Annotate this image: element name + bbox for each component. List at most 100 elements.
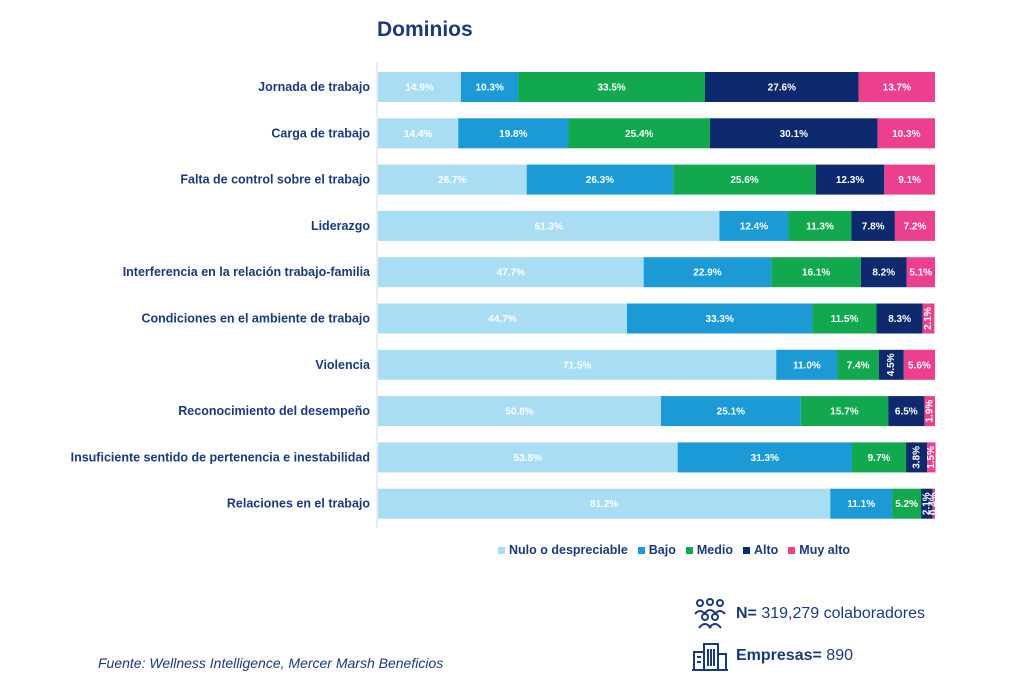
bar-segment — [771, 257, 861, 288]
bar-segment — [458, 118, 569, 149]
bar-segment — [858, 72, 935, 102]
bar-segment — [837, 349, 879, 380]
bar-segment — [860, 257, 907, 288]
bar-segment — [378, 349, 777, 380]
bar-segment — [924, 396, 935, 427]
data-label: 11.3% — [806, 221, 834, 232]
people-group-icon — [694, 598, 726, 629]
legend-label: Nulo o despreciable — [509, 543, 628, 557]
companies-stat: Empresas= 890 — [692, 640, 853, 672]
bar-segment — [660, 396, 801, 427]
category-label: Interferencia en la relación trabajo-fam… — [123, 265, 371, 279]
bar-segment — [927, 442, 936, 473]
bar-segment — [378, 210, 720, 241]
category-label: Condiciones en el ambiente de trabajo — [141, 312, 370, 326]
data-label: 61.3% — [535, 221, 563, 232]
data-label: 30.1% — [780, 129, 808, 140]
bar-segment — [704, 72, 859, 102]
bar-segment — [830, 488, 893, 519]
bar-segment — [876, 303, 923, 334]
data-label: 31.3% — [751, 453, 779, 464]
legend-item: Bajo — [637, 543, 676, 557]
bar-segment — [851, 210, 895, 241]
data-label: 8.3% — [888, 314, 911, 325]
bar-segment — [776, 349, 838, 380]
data-label: 12.4% — [740, 221, 768, 232]
data-label: 14.9% — [405, 83, 433, 94]
data-label: 25.1% — [717, 407, 745, 418]
bar-segment — [922, 303, 935, 334]
bar-segment — [892, 488, 922, 519]
bar-segment — [709, 118, 878, 149]
legend-item: Nulo o despreciable — [498, 543, 628, 557]
bar-segment — [719, 210, 789, 241]
legend-swatch — [498, 546, 505, 554]
bar-segment — [903, 349, 935, 380]
data-label: 5.2% — [895, 499, 918, 510]
collaborators-stat: N= 319,279 colaboradores — [692, 598, 925, 630]
category-label: Violencia — [315, 358, 371, 372]
bar-segment — [378, 396, 661, 427]
data-label: 81.2% — [590, 499, 618, 510]
collaborators-key: N= — [736, 605, 757, 622]
bar-segment — [677, 442, 853, 473]
data-label: 13.7% — [883, 83, 911, 94]
legend-label: Alto — [753, 543, 779, 557]
data-label: 10.3% — [475, 83, 503, 94]
data-label: 71.5% — [563, 360, 591, 371]
data-label: 14.4% — [404, 129, 432, 140]
data-label: 33.5% — [597, 83, 625, 94]
bar-segment — [378, 303, 627, 334]
bar-segment — [788, 210, 852, 241]
category-label: Jornada de trabajo — [258, 80, 370, 94]
category-label: Liderazgo — [311, 219, 370, 233]
data-label: 22.9% — [693, 268, 721, 279]
legend: Nulo o despreciable Bajo Medio Alto Muy alto — [498, 543, 850, 557]
bar-segment — [378, 72, 461, 102]
bar-segment — [932, 488, 935, 519]
category-label: Carga de trabajo — [271, 126, 370, 140]
bar-segment — [921, 488, 933, 519]
data-label: 9.7% — [868, 453, 891, 464]
legend-item: Alto — [742, 543, 779, 557]
data-label: 5.1% — [909, 268, 932, 279]
legend-label: Medio — [696, 543, 733, 557]
data-label: 16.1% — [802, 268, 830, 279]
legend-item: Medio — [685, 543, 733, 557]
data-label: 3.8% — [911, 446, 922, 469]
bar-segment — [894, 210, 935, 241]
data-label: 27.6% — [768, 83, 796, 94]
bar-segment — [812, 303, 877, 334]
data-label: 1.9% — [924, 400, 935, 423]
category-label: Insuficiente sentido de pertenencia e in… — [71, 450, 370, 464]
bar-segment — [460, 72, 519, 102]
stacked-bar-chart: Jornada de trabajo 14.9% 10.3% 33.5% 27.6% 13… — [70, 62, 937, 528]
data-label: 53.8% — [514, 453, 542, 464]
companies-value: 890 — [821, 647, 853, 664]
data-label: 26.7% — [438, 175, 466, 186]
legend-swatch — [685, 546, 693, 554]
bar-segment — [518, 72, 705, 102]
data-label: 7.8% — [862, 221, 885, 232]
data-label: 1.5% — [926, 446, 937, 469]
data-label: 47.7% — [497, 268, 525, 279]
data-label: 8.2% — [872, 268, 895, 279]
data-label: 25.4% — [625, 129, 653, 140]
bar-segment — [378, 442, 678, 473]
data-label: 2.1% — [923, 307, 934, 330]
data-label: 7.4% — [847, 360, 870, 371]
bar-segment — [378, 164, 527, 195]
companies-key: Empresas= — [736, 647, 822, 664]
data-label: 5.6% — [908, 360, 931, 371]
bar-segment — [800, 396, 889, 427]
data-label: 11.5% — [831, 314, 859, 325]
data-label: 12.3% — [836, 175, 864, 186]
bar-segment — [673, 164, 816, 195]
data-label: 11.1% — [847, 499, 875, 510]
data-label: 44.7% — [488, 314, 516, 325]
bar-segment — [877, 118, 935, 149]
bar-segment — [378, 118, 459, 149]
data-label: 7.2% — [904, 221, 927, 232]
legend-label: Bajo — [648, 543, 676, 557]
legend-label: Muy alto — [799, 543, 850, 557]
